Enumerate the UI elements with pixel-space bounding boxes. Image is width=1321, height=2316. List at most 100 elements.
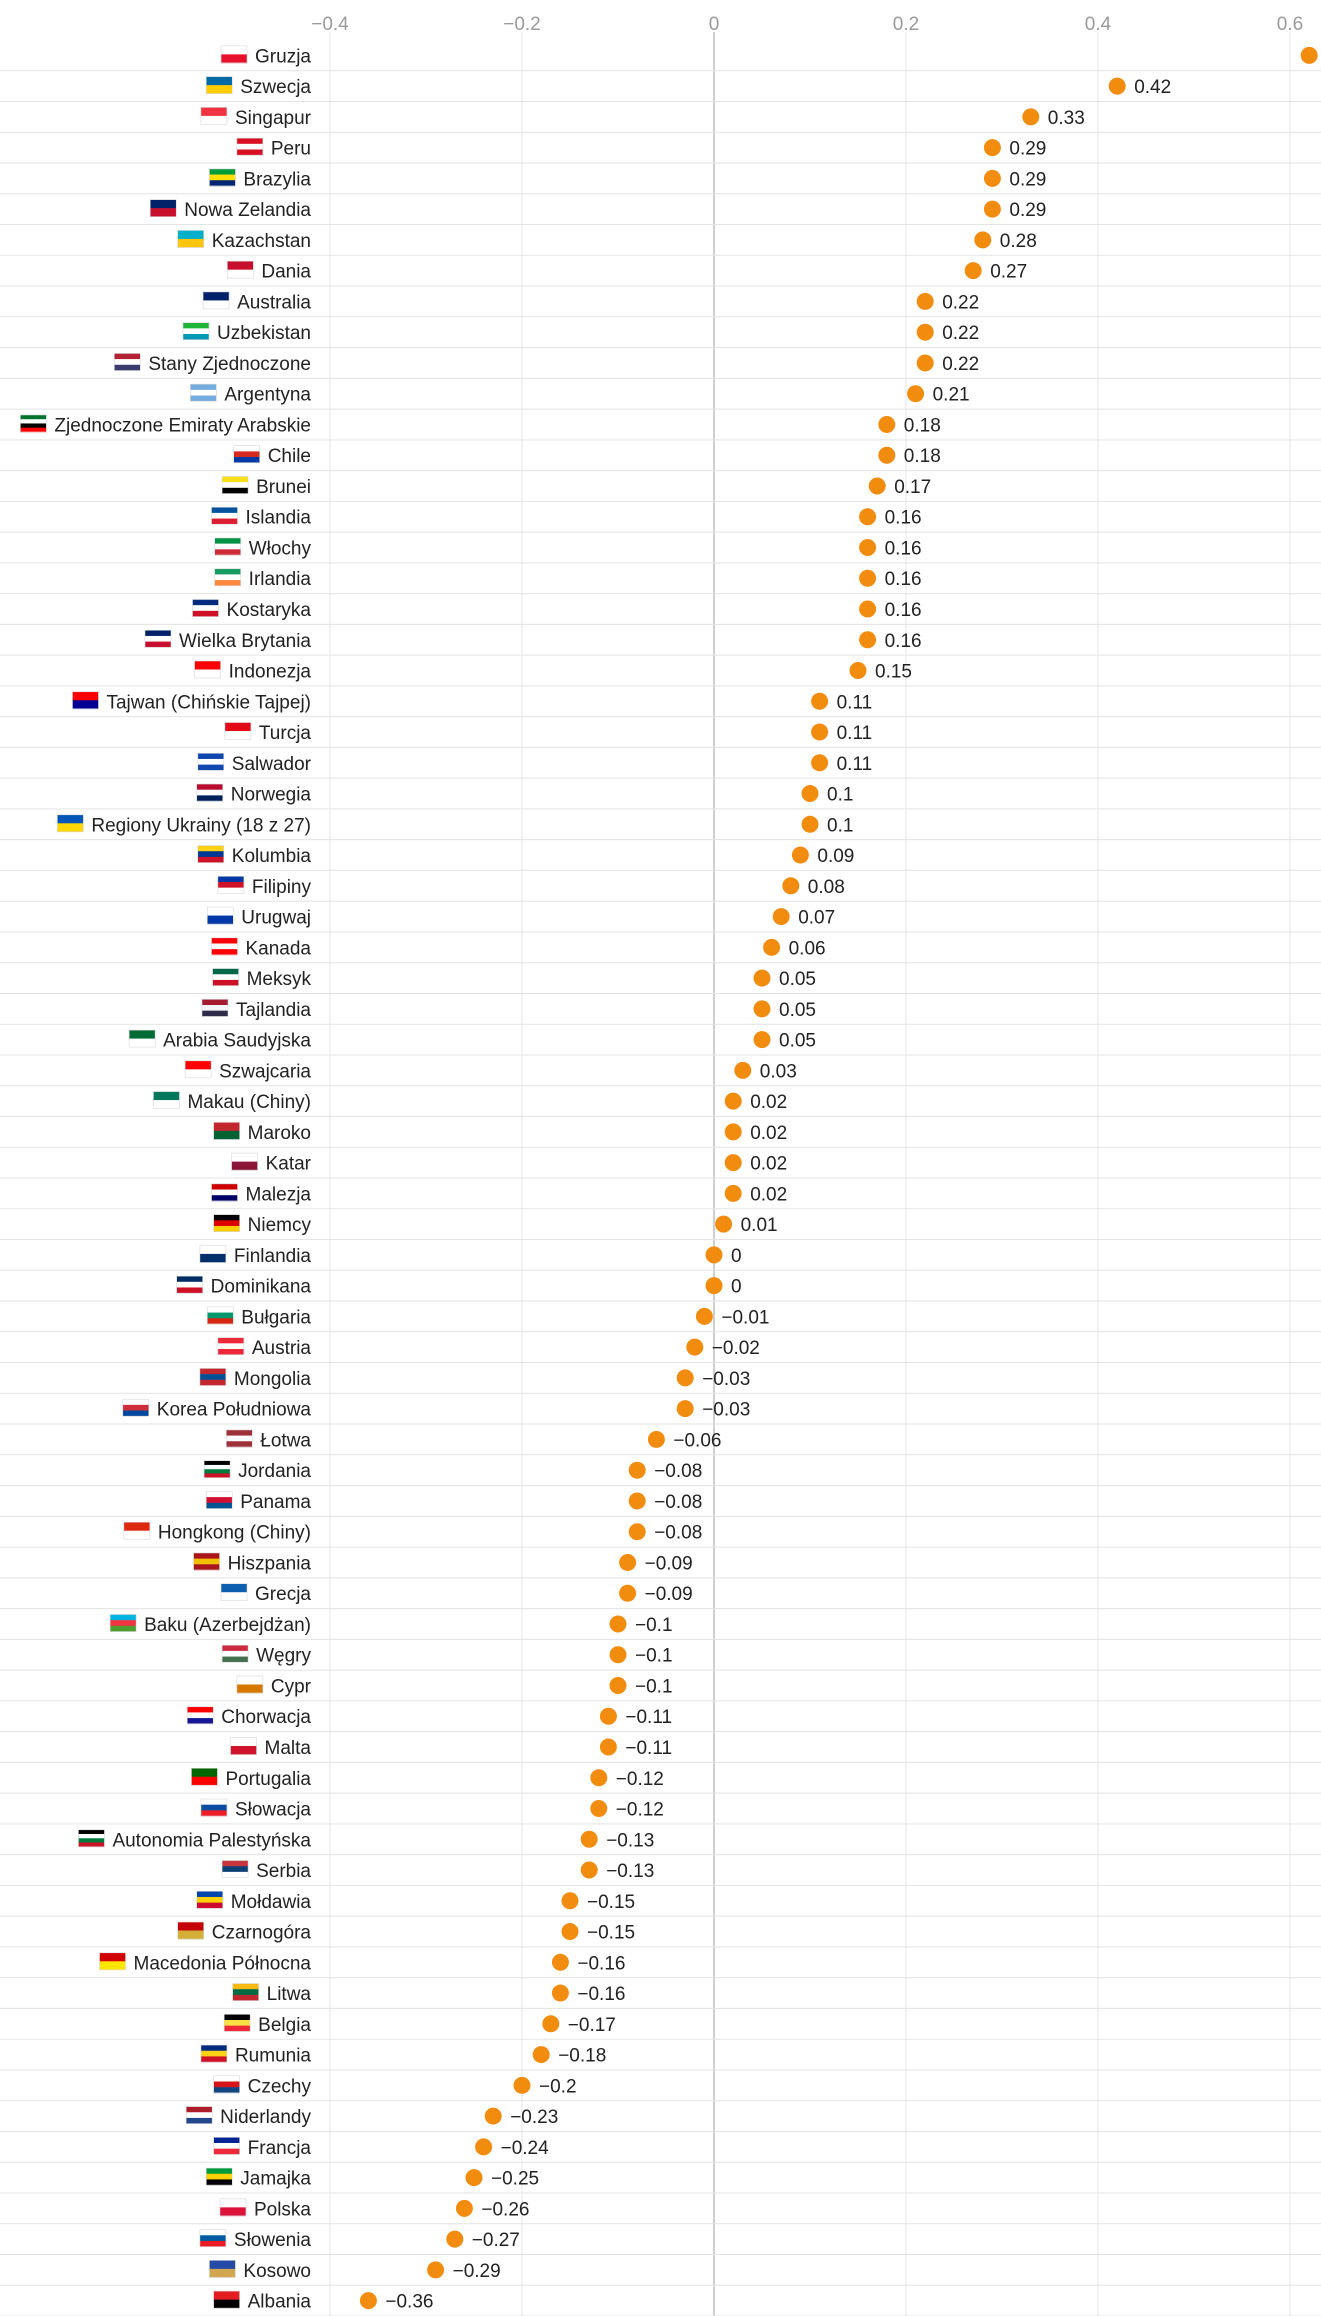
flag-icon <box>185 2106 213 2124</box>
value-label: 0.21 <box>933 385 970 406</box>
flag-stripe <box>227 261 254 270</box>
flag-border <box>200 2044 228 2063</box>
flag-stripe <box>236 1675 263 1685</box>
data-point <box>676 1400 694 1418</box>
flag-stripe <box>221 45 248 55</box>
flag-icon <box>114 353 141 371</box>
flag-icon <box>213 2075 240 2094</box>
flag-stripe <box>209 2268 236 2278</box>
country-label: Australia <box>237 292 311 313</box>
data-point <box>724 1092 742 1110</box>
country-label: Słowacja <box>235 1800 311 1821</box>
flag-stripe <box>199 1253 226 1263</box>
flag-icon <box>200 107 228 125</box>
flag-border <box>177 230 205 248</box>
country-label: Włochy <box>249 538 312 559</box>
country-label: Szwajcaria <box>219 1061 311 1082</box>
value-label: 0.08 <box>808 877 845 898</box>
country-label: Rumunia <box>235 2046 311 2067</box>
x-tick-label: 0.6 <box>1277 14 1303 35</box>
flag-icon <box>211 1183 238 1202</box>
flag-stripe <box>185 1060 212 1070</box>
flag-stripe <box>219 2198 246 2208</box>
data-point <box>859 631 877 649</box>
flag-border <box>72 691 99 710</box>
flag-stripe <box>236 143 263 150</box>
value-label: −0.26 <box>481 2199 529 2220</box>
flag-icon <box>209 2260 236 2278</box>
country-label: Hiszpania <box>228 1553 312 1574</box>
flag-border <box>217 1337 245 1355</box>
flag-stripe <box>187 1712 214 1719</box>
flag-stripe <box>206 2179 233 2186</box>
country-label: Makau (Chiny) <box>187 1092 311 1113</box>
flag-stripe <box>214 543 241 550</box>
flag-border <box>201 999 229 1017</box>
flag-border <box>224 722 252 740</box>
flag-border <box>231 1152 258 1171</box>
flag-icon <box>214 568 241 587</box>
flag-icon <box>199 2229 227 2247</box>
flag-stripe <box>222 476 249 483</box>
flag-stripe <box>221 1592 248 1602</box>
row-separators <box>0 70 1321 2316</box>
country-label: Chorwacja <box>221 1707 311 1728</box>
country-label: Meksyk <box>247 969 312 990</box>
flag-stripe <box>222 1860 249 1867</box>
flag-border <box>203 1460 231 1478</box>
data-point <box>849 662 867 680</box>
data-point <box>599 1738 617 1756</box>
flag-stripe <box>176 1281 203 1288</box>
data-point <box>561 1923 579 1941</box>
country-label: Singapur <box>235 108 312 129</box>
flag-icon <box>232 1983 259 2001</box>
flag-icon <box>205 2167 233 2186</box>
flag-border <box>213 2137 240 2155</box>
flag-icon <box>217 876 245 894</box>
flag-icon <box>201 999 229 1017</box>
flag-icon <box>186 1706 214 1725</box>
country-label: Finlandia <box>234 1246 312 1267</box>
data-point <box>561 1892 579 1910</box>
flag-border <box>211 506 238 525</box>
flag-stripe <box>212 979 239 986</box>
value-label: 0.42 <box>1134 77 1171 98</box>
data-point <box>753 1031 771 1049</box>
flag-stripe <box>213 2087 240 2094</box>
value-label: 0.06 <box>789 938 826 959</box>
value-label: 0.11 <box>837 723 873 744</box>
country-label: Bułgaria <box>241 1307 311 1328</box>
flag-stripe <box>200 1810 227 1817</box>
flag-stripe <box>211 1189 238 1196</box>
flag-stripe <box>150 208 177 217</box>
flag-border <box>123 1521 151 1540</box>
flag-stripe <box>185 1069 212 1079</box>
country-label: Mongolia <box>234 1369 312 1390</box>
value-label: −0.08 <box>654 1461 702 1482</box>
flag-icon <box>212 968 239 986</box>
flag-stripe <box>183 328 209 335</box>
flag-stripe <box>190 389 217 396</box>
flag-stripe <box>226 1429 253 1436</box>
flag-stripe <box>197 851 224 858</box>
flag-icon <box>211 506 238 525</box>
value-label: 0.02 <box>750 1123 787 1144</box>
data-point <box>791 846 809 864</box>
country-label: Katar <box>266 1154 312 1175</box>
flag-icon <box>199 1245 227 1263</box>
flag-stripe <box>197 753 224 760</box>
country-label: Urugwaj <box>241 908 311 929</box>
data-point <box>859 538 877 556</box>
flag-stripe <box>122 1399 149 1406</box>
flag-border <box>214 568 241 587</box>
flag-stripe <box>199 1245 226 1255</box>
flag-stripe <box>199 2235 226 2242</box>
data-point <box>705 1246 723 1264</box>
flag-stripe <box>204 1469 231 1474</box>
x-tick-label: 0 <box>709 14 720 35</box>
flag-border <box>213 2075 240 2094</box>
country-label: Macedonia Północna <box>134 1953 312 1974</box>
flag-border <box>223 2014 251 2032</box>
flag-stripe <box>122 1404 149 1411</box>
data-point <box>475 2138 493 2156</box>
